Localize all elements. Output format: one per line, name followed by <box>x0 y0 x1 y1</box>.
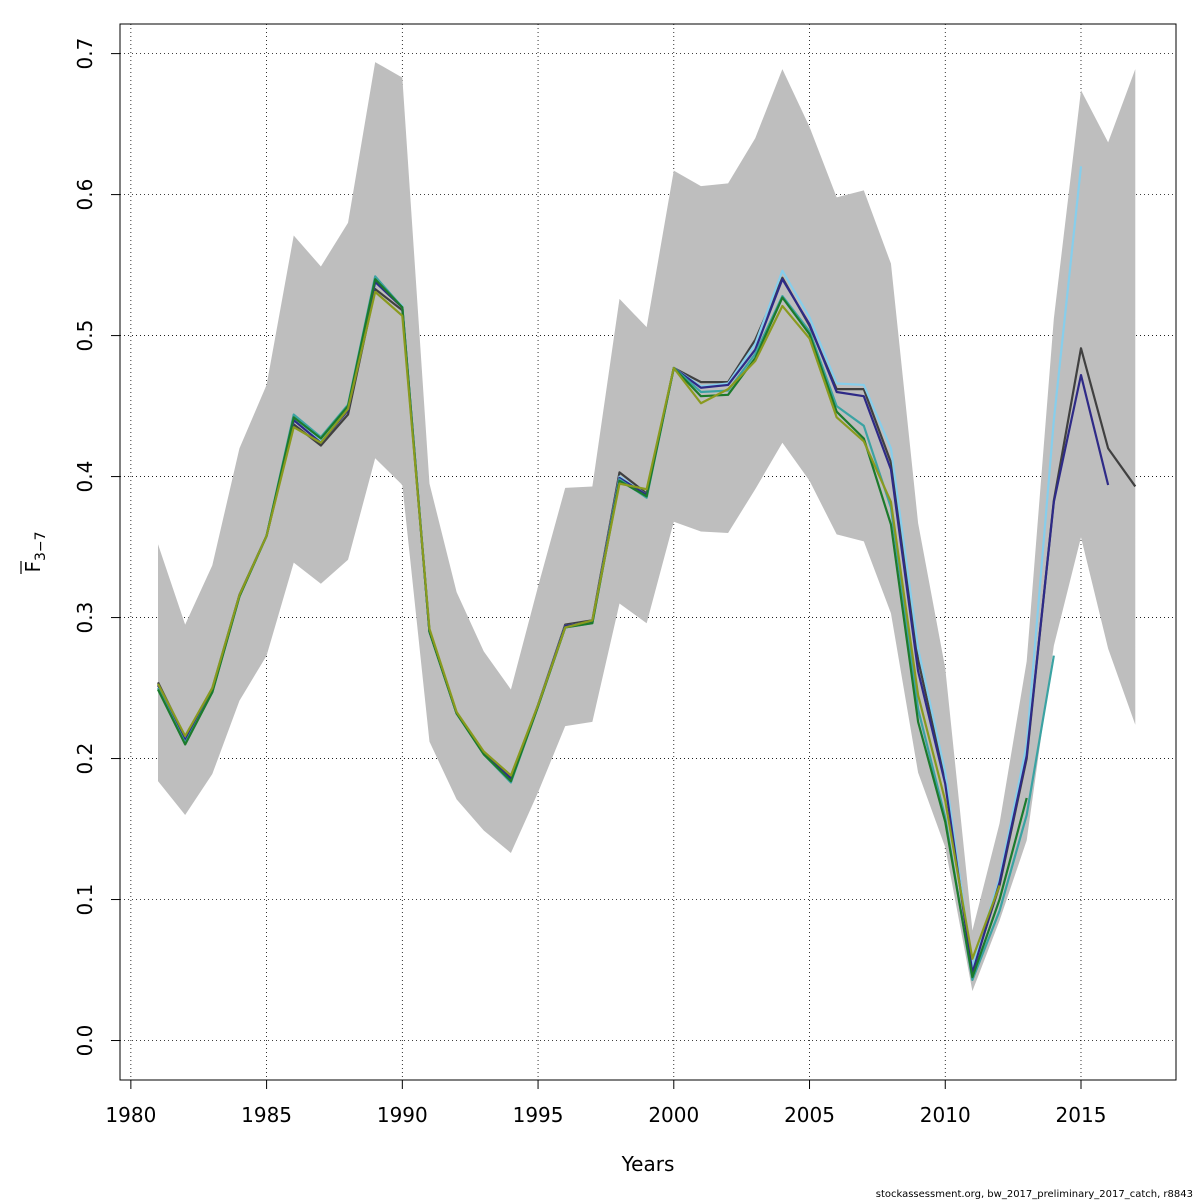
y-axis-title: F3−7 <box>21 531 49 572</box>
series-line <box>157 278 1028 979</box>
x-tick-label: 1990 <box>377 1103 428 1127</box>
confidence-band <box>158 62 1136 992</box>
x-tick-label: 2005 <box>784 1103 835 1127</box>
x-tick-label: 2015 <box>1056 1103 1107 1127</box>
y-tick-label: 0.4 <box>73 461 97 493</box>
y-tick-label: 0.3 <box>73 602 97 634</box>
y-axis-title-group: F3−7 <box>20 531 49 574</box>
confidence-band-layer <box>158 62 1136 992</box>
series-layer <box>157 166 1137 981</box>
y-tick-label: 0.0 <box>73 1025 97 1057</box>
axes: 1980 1985 1990 1995 2000 2005 2010 2015 0.0 0.1 0.… <box>73 38 1106 1127</box>
x-axis-title: Years <box>621 1152 675 1176</box>
series-line <box>157 290 1001 960</box>
x-tick-label: 1985 <box>241 1103 292 1127</box>
footer-text: stockassessment.org, bw_2017_preliminary… <box>876 1189 1193 1200</box>
y-tick-label: 0.5 <box>73 320 97 352</box>
y-tick-label: 0.7 <box>73 38 97 70</box>
x-tick-label: 1980 <box>105 1103 156 1127</box>
y-axis-title-subscript: 3−7 <box>33 531 49 561</box>
y-axis-title-main: F <box>21 561 45 573</box>
y-tick-label: 0.2 <box>73 743 97 775</box>
x-tick-label: 2010 <box>920 1103 971 1127</box>
x-tick-label: 1995 <box>513 1103 564 1127</box>
y-tick-label: 0.6 <box>73 179 97 211</box>
x-tick-label: 2000 <box>648 1103 699 1127</box>
y-tick-label: 0.1 <box>73 884 97 916</box>
